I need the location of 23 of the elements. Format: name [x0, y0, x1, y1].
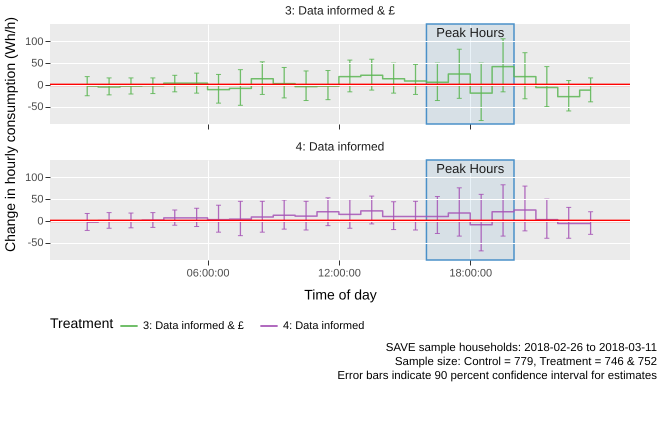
y-tick-label: 0	[37, 79, 44, 92]
y-tick-label: -50	[28, 237, 44, 250]
y-tick-label: 50	[31, 58, 44, 70]
text: Error bars indicate 90 percent confidence interval for estimates	[336, 369, 657, 383]
legend-label: 4: Data informed	[283, 320, 364, 332]
chart-title: 3: Data informed & £	[284, 3, 396, 18]
x-tick-label: 18:00:00	[449, 268, 492, 280]
y-tick-label: 0	[37, 215, 44, 228]
x-tick-label: 06:00:00	[186, 268, 230, 280]
text: Sample size: Control = 779, Treatment = 746 & 752	[394, 355, 657, 369]
y-tick-label: 100	[25, 36, 44, 48]
x-tick-label: 12:00:00	[318, 268, 361, 280]
y-tick-label: 50	[31, 194, 44, 206]
y-tick-label: -50	[28, 101, 44, 114]
y-axis-title: Change in hourly consumption (Wh/h)	[2, 16, 18, 252]
x-axis-title: Time of day	[304, 286, 377, 302]
legend-label: 3: Data informed & £	[143, 320, 244, 332]
band-label: Peak Hours	[436, 25, 505, 40]
y-tick-label: 100	[25, 172, 44, 184]
chart-title: 4: Data informed	[296, 139, 384, 154]
text: SAVE sample households: 2018-02-26 to 2018-03-11	[384, 341, 657, 355]
legend-title: Treatment	[50, 315, 114, 331]
band-label: Peak Hours	[436, 161, 505, 176]
